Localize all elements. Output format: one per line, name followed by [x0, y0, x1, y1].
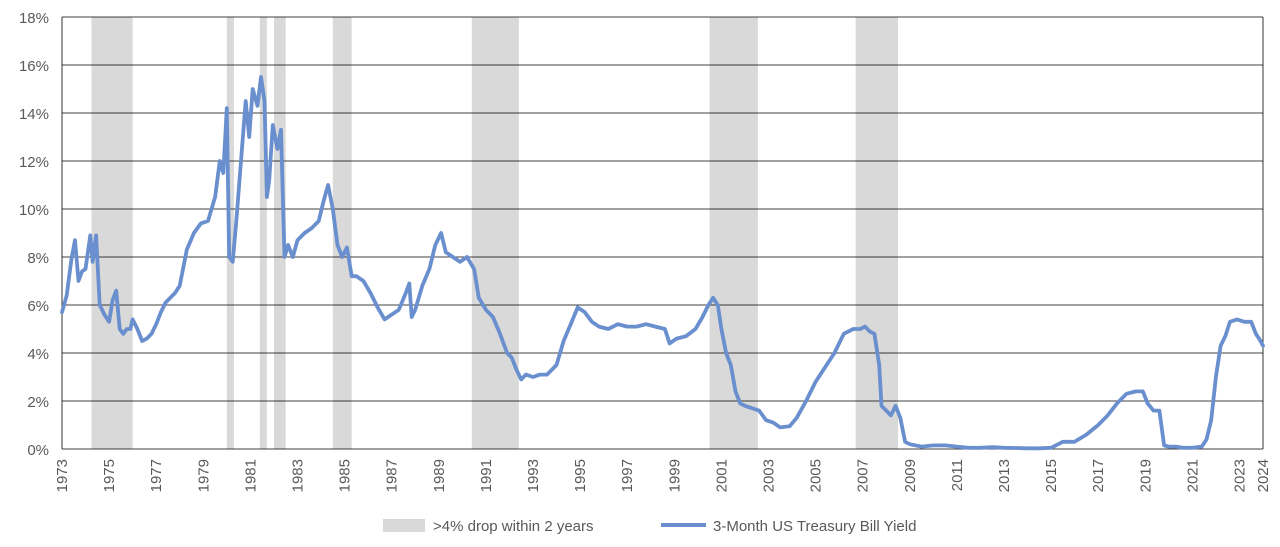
- x-tick-label: 1999: [666, 459, 683, 492]
- x-tick-label: 2021: [1184, 459, 1201, 492]
- x-tick-label: 2017: [1090, 459, 1107, 492]
- y-tick-label: 8%: [27, 250, 49, 267]
- x-axis-ticks: 1973 1975 1977 1979 1981 1983 1985 1987 1989 1991…: [54, 459, 1272, 492]
- shaded-period-7: [855, 17, 898, 449]
- y-tick-label: 12%: [19, 154, 49, 171]
- series-layer: [60, 75, 1265, 451]
- x-tick-label: 2003: [760, 459, 777, 492]
- x-tick-label: 1983: [289, 459, 306, 492]
- y-tick-label: 2%: [27, 394, 49, 411]
- gridlines: [61, 16, 1264, 450]
- legend-shade-swatch: [383, 519, 425, 532]
- x-tick-label: 1977: [148, 459, 165, 492]
- x-tick-label: 1973: [54, 459, 71, 492]
- x-tick-label: 2024: [1255, 459, 1272, 492]
- y-tick-label: 6%: [27, 298, 49, 315]
- y-tick-label: 10%: [19, 202, 49, 219]
- legend-shade-label: >4% drop within 2 years: [433, 518, 594, 535]
- shaded-period-2: [259, 17, 267, 449]
- x-tick-label: 2009: [902, 459, 919, 492]
- y-tick-label: 18%: [19, 10, 49, 27]
- x-tick-label: 2015: [1043, 459, 1060, 492]
- y-tick-label: 0%: [27, 442, 49, 459]
- x-tick-label: 1987: [384, 459, 401, 492]
- x-tick-label: 1989: [431, 459, 448, 492]
- y-tick-label: 4%: [27, 346, 49, 363]
- legend: >4% drop within 2 years 3-Month US Treas…: [383, 518, 916, 535]
- x-tick-label: 2007: [855, 459, 872, 492]
- shaded-period-5: [471, 17, 519, 449]
- x-tick-label: 2013: [996, 459, 1013, 492]
- x-tick-label: 2011: [949, 459, 966, 491]
- x-tick-label: 1995: [572, 459, 589, 492]
- x-tick-label: 2001: [713, 459, 730, 492]
- x-tick-label: 1981: [242, 459, 259, 492]
- legend-line-label: 3-Month US Treasury Bill Yield: [713, 518, 916, 535]
- series-line-0: [60, 75, 1265, 451]
- y-tick-label: 16%: [19, 58, 49, 75]
- x-tick-label: 2005: [808, 459, 825, 492]
- x-tick-label: 2023: [1231, 459, 1248, 492]
- shaded-period-0: [91, 17, 133, 449]
- shaded-period-4: [332, 17, 352, 449]
- shaded-period-3: [273, 17, 286, 449]
- x-tick-label: 1979: [195, 459, 212, 492]
- x-tick-label: 1997: [619, 459, 636, 492]
- y-axis-ticks: 0% 2% 4% 6% 8% 10% 12% 14% 16% 18%: [19, 10, 49, 459]
- x-tick-label: 1985: [337, 459, 354, 492]
- shaded-periods: [91, 17, 898, 449]
- y-tick-label: 14%: [19, 106, 49, 123]
- x-tick-label: 1991: [478, 459, 495, 492]
- x-tick-label: 1993: [525, 459, 542, 492]
- x-tick-label: 2019: [1137, 459, 1154, 492]
- x-tick-label: 1975: [101, 459, 118, 492]
